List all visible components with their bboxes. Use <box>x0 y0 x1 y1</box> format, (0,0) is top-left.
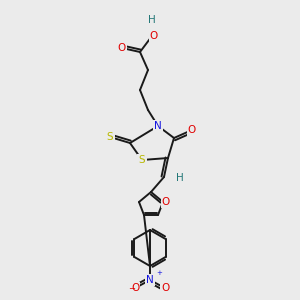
Text: S: S <box>139 155 145 165</box>
Text: +: + <box>156 270 162 276</box>
Text: N: N <box>146 275 154 285</box>
Text: O: O <box>118 43 126 53</box>
Text: N: N <box>154 121 162 131</box>
Text: −: − <box>128 284 135 293</box>
Text: H: H <box>176 173 184 183</box>
Text: S: S <box>107 132 113 142</box>
Text: O: O <box>150 31 158 41</box>
Text: O: O <box>188 125 196 135</box>
Text: O: O <box>162 197 170 207</box>
Text: O: O <box>161 283 169 293</box>
Text: H: H <box>148 15 156 25</box>
Text: O: O <box>131 283 139 293</box>
